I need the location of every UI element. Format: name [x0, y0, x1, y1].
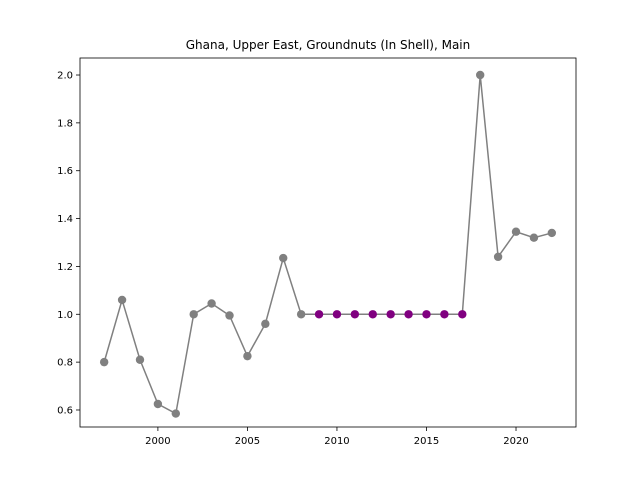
highlighted-point	[368, 310, 377, 319]
y-tick-label: 0.8	[57, 358, 73, 369]
y-tick-label: 1.2	[57, 262, 73, 273]
data-point	[296, 310, 306, 319]
highlighted-point	[332, 310, 342, 319]
y-tick-label: 2.0	[57, 71, 73, 82]
y-tick-label: 1.4	[57, 214, 73, 225]
data-point	[547, 228, 557, 238]
highlighted-point	[350, 310, 360, 319]
data-point	[207, 299, 216, 308]
y-tick-label: 1.6	[57, 166, 73, 177]
highlighted-point	[314, 310, 324, 319]
data-point	[511, 227, 521, 236]
x-tick-label: 2000	[145, 436, 170, 447]
data-point	[261, 319, 270, 329]
x-tick-label: 2010	[324, 436, 349, 447]
plot-area	[99, 70, 557, 418]
y-tick-label: 1.0	[57, 310, 73, 321]
data-point	[99, 357, 109, 367]
data-point	[476, 70, 485, 80]
y-tick-label: 1.8	[57, 118, 73, 129]
data-point	[189, 310, 198, 319]
x-tick-label: 2015	[414, 436, 439, 447]
data-point	[493, 252, 503, 262]
data-point	[279, 253, 288, 263]
data-point	[529, 233, 539, 242]
data-point	[153, 399, 163, 409]
axes: 2000 2005 2010 2015 2020 0.6 0.8 1.0 1.2 1.4 1.6 1.…	[57, 57, 577, 447]
highlighted-point	[458, 310, 467, 319]
data-point	[135, 355, 145, 364]
data-point	[243, 351, 252, 361]
axes-frame	[79, 57, 577, 428]
data-point	[171, 409, 180, 418]
highlighted-point	[440, 310, 449, 319]
x-tick-label: 2020	[503, 436, 528, 447]
y-tick-label: 0.6	[57, 405, 73, 416]
highlighted-point	[386, 310, 395, 319]
x-tick-label: 2005	[235, 436, 260, 447]
highlighted-point	[404, 310, 413, 319]
data-point	[117, 295, 127, 305]
series-line	[103, 74, 553, 415]
highlighted-point	[422, 310, 431, 319]
data-point	[225, 311, 234, 320]
chart-title: Ghana, Upper East, Groundnuts (In Shell)…	[186, 38, 471, 52]
